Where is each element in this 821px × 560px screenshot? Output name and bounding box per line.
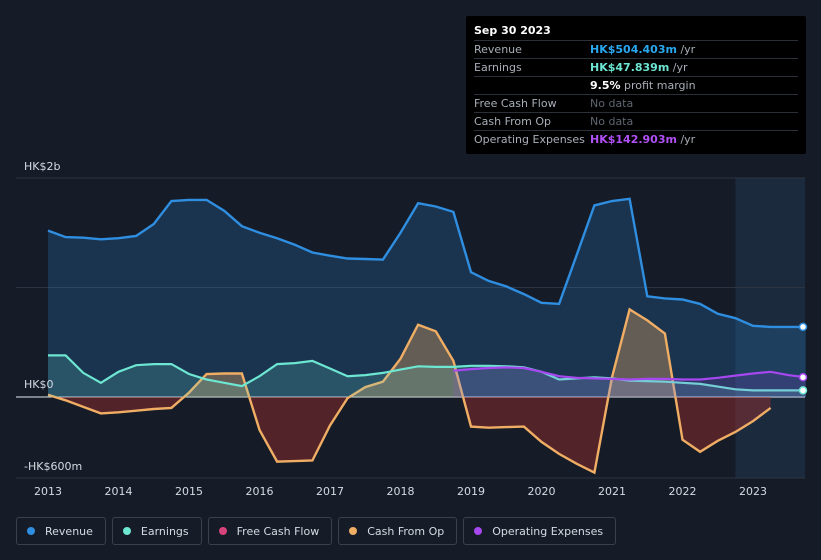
tooltip-row-label: Revenue [474,43,522,56]
x-tick-2019: 2019 [457,485,485,498]
y-label-1: HK$0 [24,378,53,391]
x-tick-2022: 2022 [669,485,697,498]
legend-dot-icon [349,527,358,535]
revenue-series [47,197,806,397]
tooltip-row-value: No data [590,97,634,110]
x-tick-2013: 2013 [34,485,62,498]
operating-expenses-line [453,366,807,381]
cash-from-op-area-positive [48,309,771,397]
legend-dot-icon [27,527,35,535]
legend-item-revenue[interactable]: Revenue [16,517,106,545]
revenue-line [47,197,806,329]
tooltip-row-value: HK$142.903m /yr [590,133,696,146]
opex-end-marker [798,373,808,382]
legend-item-operating-expenses[interactable]: Operating Expenses [463,517,617,545]
tooltip-row: Earnings HK$47.839m /yr [474,58,798,76]
earnings-end-marker [798,386,808,395]
legend-dot-icon [218,527,227,535]
earnings-series [48,354,806,397]
tooltip-row-label: Cash From Op [474,115,552,128]
tooltip-date: Sep 30 2023 [474,24,551,37]
x-axis-ticks: 2013 2014 2015 2016 2017 2018 2019 2020 2021 2022… [34,485,767,498]
legend-item-earnings[interactable]: Earnings [111,517,202,545]
gridlines [16,177,805,479]
x-tick-2021: 2021 [598,485,626,498]
tooltip-row-value: HK$47.839m /yr [590,61,688,74]
legend-label: Earnings [140,524,189,538]
tooltip-row-value: 9.5% profit margin [590,79,696,92]
revenue-end-marker [798,322,808,332]
tooltip-row: Cash From Op No data [474,112,798,130]
operating-expenses-area [453,367,806,397]
x-tick-2016: 2016 [246,485,274,498]
legend-label: Cash From Op [367,524,445,538]
y-axis-labels: HK$2b HK$0 -HK$600m [24,160,82,473]
y-label-2: -HK$600m [24,460,82,473]
operating-expenses-series [453,366,807,397]
legend-item-free-cash-flow[interactable]: Free Cash Flow [207,517,333,545]
revenue-area [48,198,806,397]
earnings-line [48,354,806,392]
legend-dot-icon [474,527,483,535]
data-tooltip: Sep 30 2023 Revenue HK$504.403m /yr Earnin… [466,16,806,154]
x-tick-2017: 2017 [316,485,344,498]
series-end-markers [798,322,808,395]
tooltip-row: 9.5% profit margin [474,76,798,94]
x-tick-2015: 2015 [175,485,203,498]
tooltip-row: Free Cash Flow No data [474,94,798,112]
tooltip-row-value: HK$504.403m /yr [590,43,696,56]
cash-from-op-series [47,307,772,475]
earnings-area [48,355,806,397]
legend-dot-icon [122,527,131,535]
tooltip-row-label: Earnings [474,61,522,74]
x-tick-2018: 2018 [387,485,415,498]
tooltip-row-value: No data [590,115,634,128]
x-tick-2014: 2014 [105,485,133,498]
tooltip-row: Operating Expenses HK$142.903m /yr [474,130,798,148]
y-label-0: HK$2b [24,160,60,173]
legend-label: Free Cash Flow [236,524,320,538]
x-tick-2023: 2023 [739,485,767,498]
legend-label: Operating Expenses [492,524,604,538]
x-tick-2020: 2020 [528,485,556,498]
tooltip-row: Revenue HK$504.403m /yr [474,40,798,58]
legend: Revenue Earnings Free Cash Flow Cash From O… [16,517,617,545]
tooltip-row-label [474,77,590,94]
cash-from-op-area-negative [48,397,771,473]
tooltip-row-label: Operating Expenses [474,133,585,146]
legend-item-cash-from-op[interactable]: Cash From Op [338,517,458,545]
tooltip-row-label: Free Cash Flow [474,97,557,110]
cash-from-op-line [47,307,772,475]
legend-label: Revenue [45,524,93,538]
